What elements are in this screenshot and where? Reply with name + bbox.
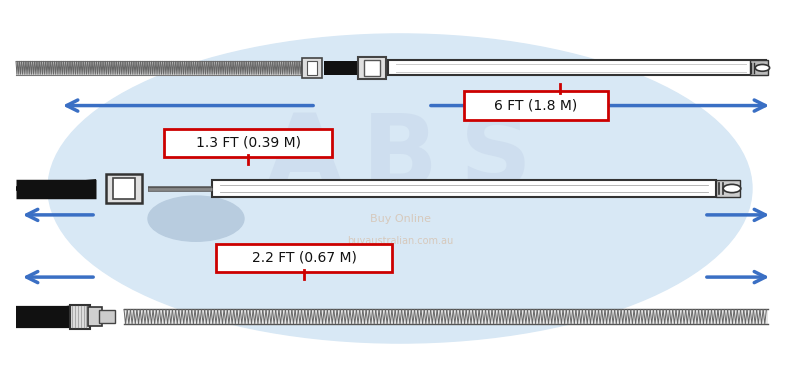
Polygon shape — [16, 305, 70, 328]
Bar — [388, 60, 766, 75]
FancyBboxPatch shape — [464, 91, 608, 120]
Text: 6 FT (1.8 M): 6 FT (1.8 M) — [494, 98, 578, 112]
Text: 1.3 FT (0.39 M): 1.3 FT (0.39 M) — [195, 136, 301, 150]
Bar — [16, 61, 308, 75]
FancyBboxPatch shape — [216, 244, 392, 272]
Bar — [307, 61, 317, 75]
Text: Buy Online: Buy Online — [370, 214, 430, 224]
Bar — [88, 307, 102, 326]
Text: buyaustralian.com.au: buyaustralian.com.au — [347, 236, 453, 246]
Bar — [113, 178, 135, 199]
Bar — [212, 180, 716, 197]
Circle shape — [755, 64, 770, 71]
Text: S: S — [460, 110, 532, 207]
Text: A: A — [266, 110, 342, 207]
Bar — [358, 57, 386, 79]
Ellipse shape — [48, 34, 752, 343]
Bar — [364, 60, 380, 76]
Bar — [750, 60, 768, 75]
Polygon shape — [16, 179, 96, 198]
Bar — [106, 174, 142, 203]
Circle shape — [148, 196, 244, 241]
Bar — [99, 310, 115, 323]
Text: B: B — [362, 110, 438, 207]
Bar — [716, 180, 740, 197]
Bar — [124, 309, 768, 324]
Bar — [302, 58, 322, 78]
Text: 2.2 FT (0.67 M): 2.2 FT (0.67 M) — [251, 251, 357, 265]
Bar — [324, 61, 364, 75]
Circle shape — [723, 184, 741, 193]
Bar — [70, 305, 90, 329]
FancyBboxPatch shape — [164, 129, 332, 157]
